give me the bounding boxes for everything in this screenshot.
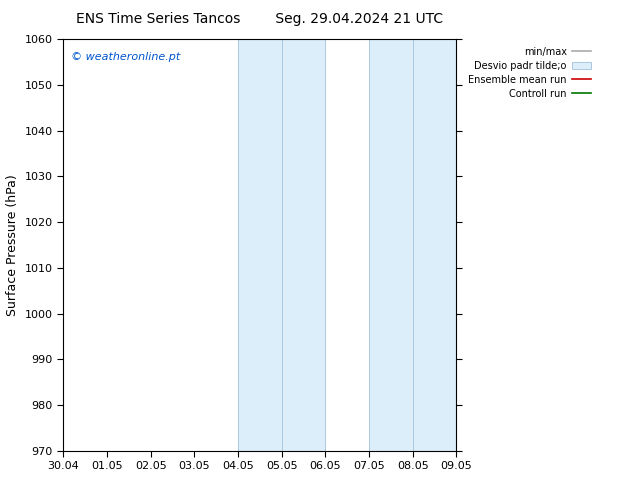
Bar [413, 39, 456, 451]
Legend: min/max, Desvio padr tilde;o, Ensemble mean run, Controll run: min/max, Desvio padr tilde;o, Ensemble m… [465, 44, 594, 101]
Text: ENS Time Series Tancos        Seg. 29.04.2024 21 UTC: ENS Time Series Tancos Seg. 29.04.2024 2… [76, 12, 444, 26]
Y-axis label: Surface Pressure (hPa): Surface Pressure (hPa) [6, 174, 19, 316]
Bar [238, 39, 281, 451]
Bar [369, 39, 413, 451]
Text: © weatheronline.pt: © weatheronline.pt [71, 51, 181, 62]
Bar [281, 39, 325, 451]
